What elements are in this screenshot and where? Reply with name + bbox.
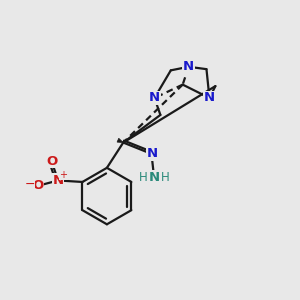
Polygon shape (117, 138, 123, 142)
Text: O: O (32, 179, 43, 192)
Text: N: N (204, 92, 215, 104)
Text: N: N (183, 60, 194, 73)
Text: O: O (46, 154, 57, 168)
Text: H: H (139, 171, 148, 184)
Text: +: + (59, 169, 67, 179)
Text: H: H (161, 171, 170, 184)
Text: N: N (148, 171, 159, 184)
Text: N: N (149, 92, 160, 104)
Text: N: N (146, 147, 158, 161)
Text: −: − (24, 178, 35, 191)
Text: N: N (52, 174, 64, 187)
